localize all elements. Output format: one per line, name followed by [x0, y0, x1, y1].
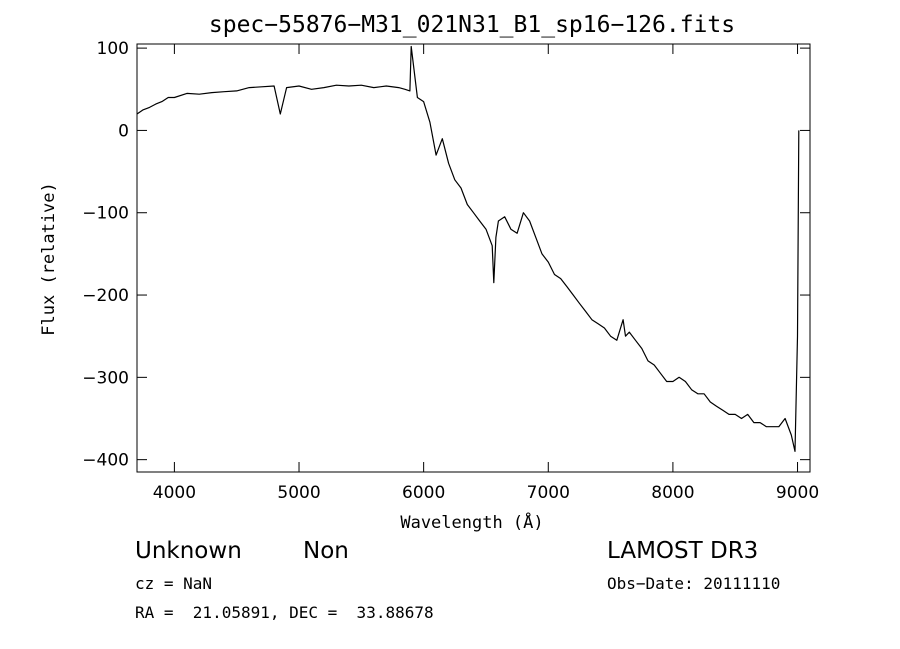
object-class: Unknown [135, 538, 242, 564]
coordinates: RA = 21.05891, DEC = 33.88678 [135, 603, 434, 622]
x-axis-ticks: 4000 5000 6000 7000 8000 9000 [153, 44, 819, 503]
x-tick-label: 7000 [527, 483, 570, 503]
y-tick-label: −300 [82, 368, 129, 388]
y-tick-label: 100 [97, 39, 129, 59]
object-subclass: Non [303, 538, 349, 564]
x-axis-label: Wavelength (Å) [400, 511, 543, 533]
obs-date: Obs−Date: 20111110 [607, 574, 781, 593]
x-tick-label: 4000 [153, 483, 196, 503]
x-tick-label: 8000 [651, 483, 694, 503]
x-tick-label: 9000 [776, 483, 819, 503]
y-tick-label: −400 [82, 451, 129, 471]
cz-value: cz = NaN [135, 574, 213, 593]
y-tick-label: −200 [82, 286, 129, 306]
spectrum-line [136, 45, 800, 452]
x-tick-label: 5000 [277, 483, 320, 503]
survey-name: LAMOST DR3 [607, 538, 759, 564]
y-tick-label: 0 [118, 121, 129, 141]
y-axis-ticks: 100 0 −100 −200 −300 −400 [82, 39, 810, 471]
y-tick-label: −100 [82, 204, 129, 224]
plot-frame [136, 43, 811, 473]
x-tick-label: 6000 [402, 483, 445, 503]
chart-title: spec−55876−M31_021N31_B1_sp16−126.fits [209, 12, 735, 38]
spectrum-series [136, 45, 800, 452]
y-axis-label: Flux (relative) [39, 182, 59, 336]
